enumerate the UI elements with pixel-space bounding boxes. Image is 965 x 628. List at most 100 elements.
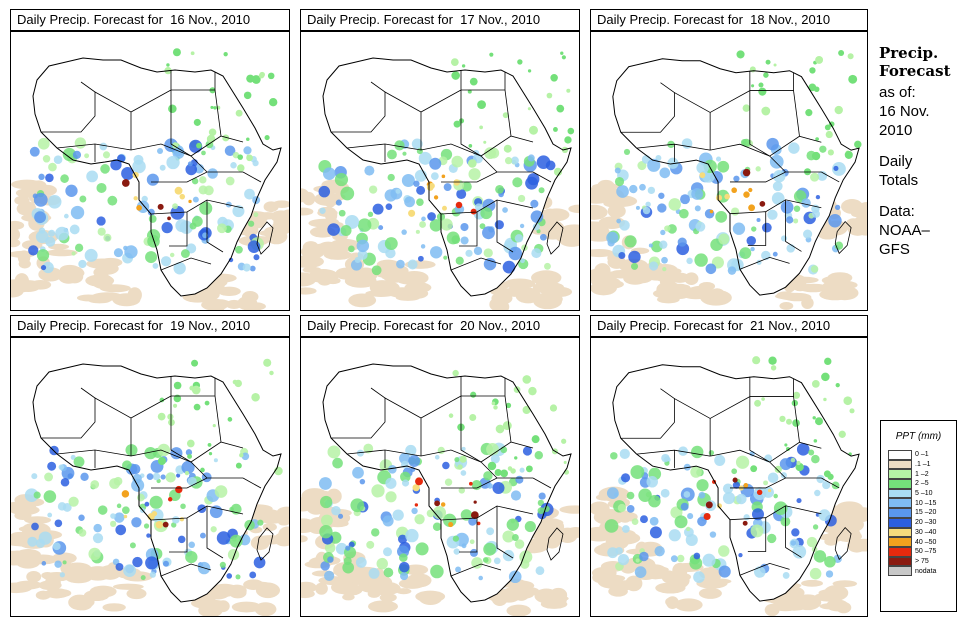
dry-area xyxy=(379,593,397,602)
precip-cell xyxy=(657,203,667,213)
dry-area xyxy=(549,587,568,603)
precip-cell xyxy=(691,188,704,200)
precip-cell xyxy=(227,417,233,422)
precip-cell xyxy=(528,125,538,135)
precip-cell xyxy=(427,212,436,221)
precip-cell xyxy=(810,265,819,273)
precip-cell xyxy=(824,357,832,366)
precip-cell xyxy=(520,258,525,264)
country-border xyxy=(130,135,222,157)
precip-cell xyxy=(42,155,51,163)
dry-area xyxy=(71,574,86,582)
legend-item: 15 –20 xyxy=(881,508,956,518)
precip-cell xyxy=(638,488,652,503)
precip-cell xyxy=(621,525,630,533)
precip-cell xyxy=(367,211,374,217)
precip-cell xyxy=(84,248,98,262)
precip-cell xyxy=(337,513,344,519)
precip-cell xyxy=(482,557,489,563)
precip-cell xyxy=(812,524,819,530)
heavy-precip xyxy=(179,193,186,200)
precip-cell xyxy=(686,257,693,265)
precip-cell xyxy=(465,249,473,257)
precip-cell xyxy=(213,106,217,110)
country-border xyxy=(749,72,794,91)
precip-cell xyxy=(65,184,78,197)
heavy-precip xyxy=(121,490,130,498)
precip-cell xyxy=(172,203,178,210)
precip-cell xyxy=(813,439,818,443)
precip-cell xyxy=(442,461,450,470)
precip-cell xyxy=(232,205,245,218)
precip-cell xyxy=(813,550,827,563)
precip-cell xyxy=(507,466,513,471)
precip-cell xyxy=(519,223,525,229)
precip-cell xyxy=(185,449,193,456)
heavy-precip xyxy=(433,195,439,200)
precip-cell xyxy=(474,203,483,211)
precip-cell xyxy=(473,246,483,256)
precip-cell xyxy=(786,244,796,253)
legend-label: 30 –40 xyxy=(915,528,937,536)
precip-cell xyxy=(718,545,730,557)
precip-cell xyxy=(607,547,619,559)
precip-cell xyxy=(363,443,374,454)
precip-cell xyxy=(162,560,169,567)
legend-swatch xyxy=(888,498,912,509)
precip-cell xyxy=(639,551,649,562)
dry-area xyxy=(779,302,794,310)
heavy-precip xyxy=(136,205,142,211)
precip-cell xyxy=(604,519,619,533)
precip-cell xyxy=(187,454,193,459)
precip-cell xyxy=(36,249,50,262)
heavy-precip xyxy=(448,522,454,528)
precip-cell xyxy=(69,224,80,235)
precip-cell xyxy=(731,468,738,475)
precip-cell xyxy=(483,542,497,556)
precip-cell xyxy=(72,150,82,159)
precip-cell xyxy=(27,536,38,547)
precip-cell xyxy=(767,533,777,544)
precip-map xyxy=(10,31,290,311)
dry-area xyxy=(489,297,505,310)
dry-area xyxy=(26,570,42,583)
precip-cell xyxy=(402,479,410,487)
dry-area xyxy=(599,193,623,205)
precip-cell xyxy=(443,183,452,191)
precip-cell xyxy=(44,472,54,482)
dry-area xyxy=(72,598,93,611)
precip-cell xyxy=(693,571,705,583)
precip-cell xyxy=(831,161,846,176)
precip-cell xyxy=(753,566,766,578)
precip-cell xyxy=(732,222,746,235)
precip-cell xyxy=(184,471,190,476)
precip-cell xyxy=(400,471,411,483)
precip-cell xyxy=(86,170,99,183)
precip-cell xyxy=(822,480,831,490)
legend-swatch xyxy=(888,488,912,499)
dry-area xyxy=(674,598,703,612)
precip-cell xyxy=(708,450,715,456)
precip-cell xyxy=(821,372,830,382)
precip-cell xyxy=(31,522,39,531)
madagascar xyxy=(256,221,274,255)
precip-cell xyxy=(190,51,195,56)
precip-cell xyxy=(383,547,393,557)
precip-cell xyxy=(502,112,509,119)
precip-cell xyxy=(230,161,237,169)
madagascar xyxy=(256,527,274,561)
dry-area xyxy=(792,281,808,292)
legend-item: > 75 xyxy=(881,556,956,567)
precip-cell xyxy=(146,173,159,186)
precip-cell xyxy=(502,260,516,274)
precip-cell xyxy=(560,51,564,55)
precip-cell xyxy=(378,225,384,231)
precip-cell xyxy=(453,120,461,128)
dry-area xyxy=(277,518,289,526)
precip-cell xyxy=(322,167,336,180)
precip-cell xyxy=(722,483,734,494)
dry-area xyxy=(777,292,808,301)
precip-cell xyxy=(661,453,670,463)
precip-cell xyxy=(24,488,39,503)
heavy-precip xyxy=(167,216,171,221)
